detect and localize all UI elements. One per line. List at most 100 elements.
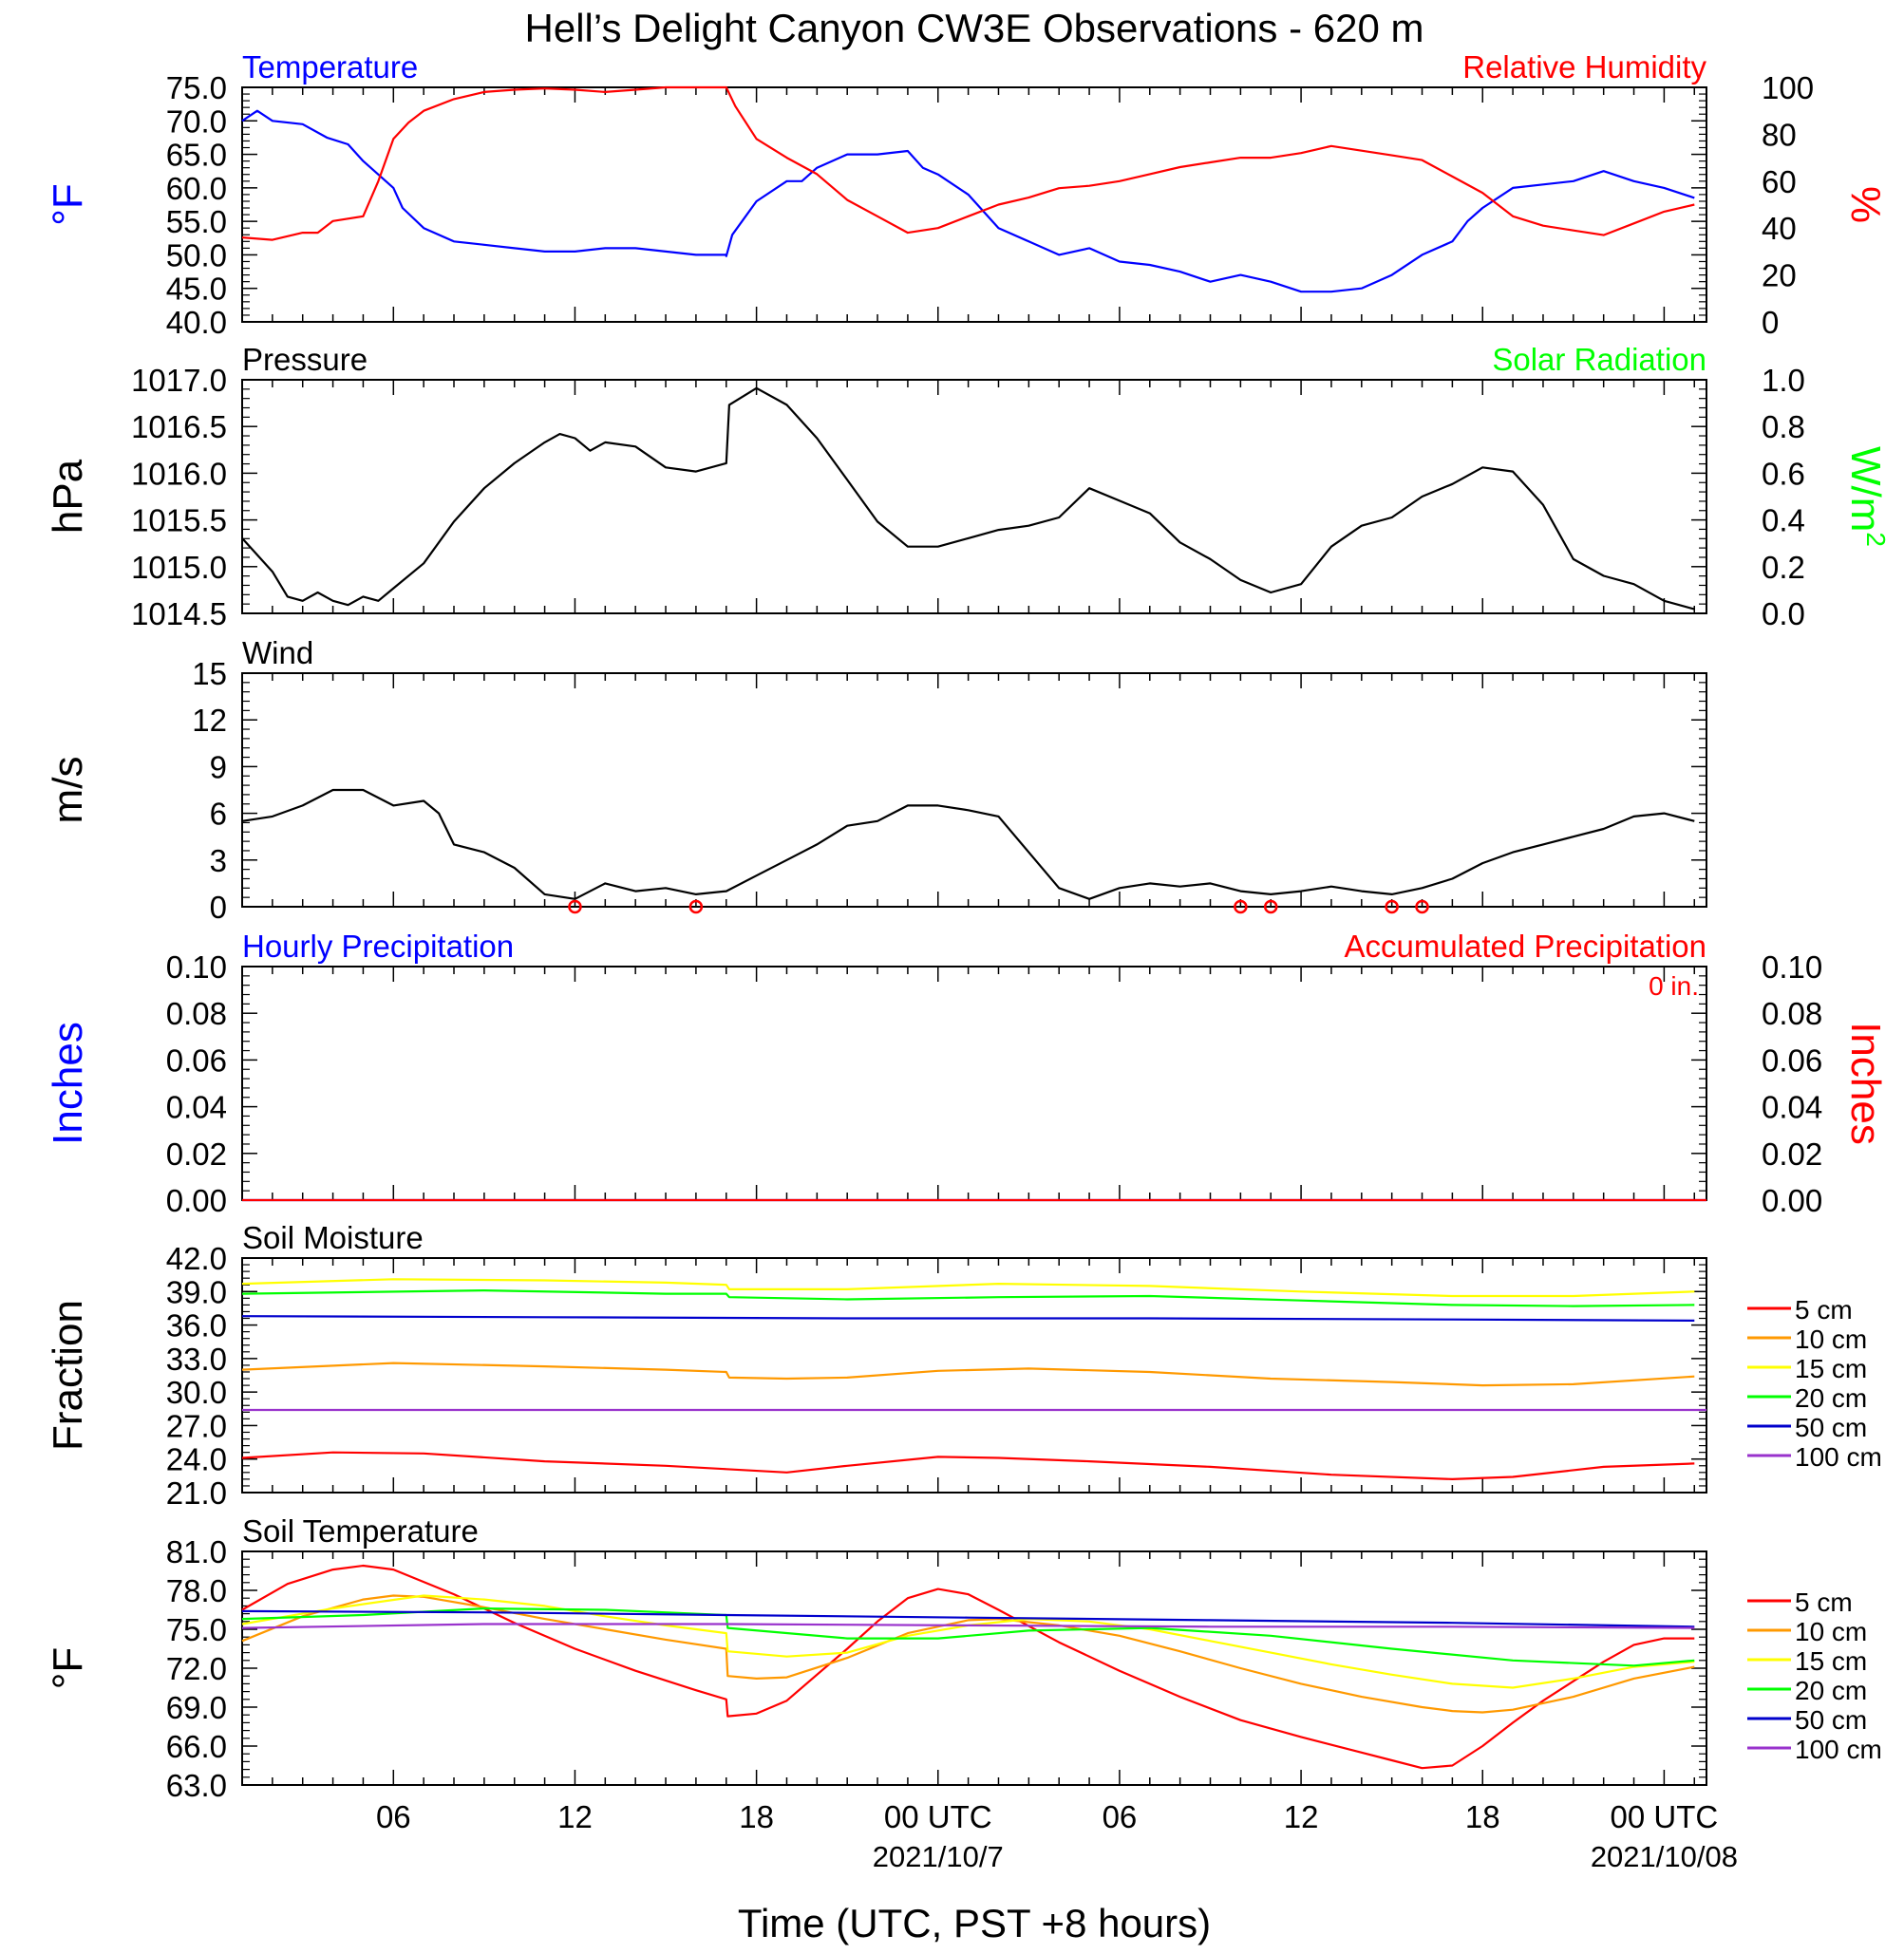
y-tick-label: 72.0 — [166, 1651, 227, 1686]
x-axis: 06 12 18 00 UTC 06 12 18 00 UTC 2021/10/7 2021/10… — [376, 1799, 1738, 1873]
x-tick-label: 12 — [1284, 1799, 1319, 1834]
y-tick-label: 0.10 — [166, 949, 227, 985]
y-tick-label: 1016.5 — [131, 409, 227, 444]
y-tick-label: 0.08 — [166, 996, 227, 1031]
y-right-tick-label: 0 — [1762, 305, 1779, 340]
calm-wind-marker — [1263, 899, 1278, 914]
panel-right-title: Solar Radiation — [1492, 342, 1706, 377]
y-tick-label: 6 — [210, 797, 227, 832]
y-right-tick-label: 0.8 — [1762, 409, 1805, 444]
panel-annotation: 0 in. — [1649, 971, 1699, 1001]
series-line-15-cm — [241, 1278, 1695, 1298]
calm-wind-marker — [1415, 899, 1429, 914]
y-tick-label: 1016.0 — [131, 456, 227, 491]
x-tick-label: 18 — [1465, 1799, 1500, 1834]
series-line-10-cm — [241, 1362, 1695, 1387]
calm-wind-marker — [1385, 899, 1399, 914]
y-right-tick-label: 0.06 — [1762, 1043, 1822, 1078]
panel-wind: 0 3 6 9 12 15 m/s Wind — [45, 635, 1707, 925]
calm-wind-marker — [568, 899, 582, 914]
series-line-50-cm — [241, 1609, 1695, 1628]
legend-label: 15 cm — [1795, 1354, 1867, 1383]
y-tick-label: 0.06 — [166, 1043, 227, 1078]
panel-left-title: Soil Moisture — [242, 1220, 424, 1255]
y-tick-label: 63.0 — [166, 1768, 227, 1803]
legend-label: 10 cm — [1795, 1617, 1867, 1646]
chart-title: Hell’s Delight Canyon CW3E Observations … — [525, 6, 1424, 50]
series-line-50-cm — [241, 1315, 1695, 1323]
x-tick-label: 00 UTC — [1611, 1799, 1719, 1834]
x-axis-label: Time (UTC, PST +8 hours) — [738, 1901, 1211, 1945]
panel-right-title: Relative Humidity — [1462, 49, 1706, 85]
y-axis-label: hPa — [45, 459, 91, 534]
y-axis-label: m/s — [45, 757, 91, 824]
legend-label: 50 cm — [1795, 1705, 1867, 1735]
y-right-tick-label: 0.0 — [1762, 596, 1805, 631]
y-right-tick-label: 0.00 — [1762, 1183, 1822, 1218]
y-tick-label: 69.0 — [166, 1690, 227, 1725]
y-tick-label: 66.0 — [166, 1729, 227, 1764]
y-tick-label: 30.0 — [166, 1375, 227, 1410]
legend-label: 20 cm — [1795, 1676, 1867, 1705]
x-date-label: 2021/10/08 — [1591, 1840, 1738, 1873]
y-tick-label: 27.0 — [166, 1408, 227, 1443]
y-tick-label: 55.0 — [166, 204, 227, 239]
series-line-10-cm — [241, 1594, 1695, 1714]
x-tick-label: 00 UTC — [884, 1799, 992, 1834]
y-axis-label: Inches — [45, 1022, 91, 1145]
y-right-tick-label: 0.10 — [1762, 949, 1822, 985]
y-tick-label: 33.0 — [166, 1342, 227, 1377]
panel-left-title: Soil Temperature — [242, 1513, 479, 1549]
y-tick-label: 39.0 — [166, 1274, 227, 1309]
legend-label: 5 cm — [1795, 1588, 1853, 1617]
series-line-pressure — [241, 386, 1695, 611]
series-line-20-cm — [241, 1606, 1695, 1667]
series-line-100-cm — [241, 1623, 1695, 1629]
y-right-tick-label: 0.04 — [1762, 1090, 1822, 1125]
chart-panels: 40.045.050.055.060.065.070.075.002040608… — [45, 49, 1891, 1803]
y-tick-label: 21.0 — [166, 1475, 227, 1511]
panel-frame — [241, 966, 1707, 1201]
panel-right-title: Accumulated Precipitation — [1344, 929, 1706, 964]
y-right-tick-label: 0.2 — [1762, 550, 1805, 585]
legend-label: 15 cm — [1795, 1646, 1867, 1676]
y-right-tick-label: 1.0 — [1762, 363, 1805, 398]
legend-label: 100 cm — [1795, 1735, 1882, 1764]
y-tick-label: 1014.5 — [131, 596, 227, 631]
y-tick-label: 36.0 — [166, 1308, 227, 1343]
x-tick-label: 18 — [739, 1799, 774, 1834]
y-right-tick-label: 100 — [1762, 70, 1814, 105]
y-tick-label: 0.02 — [166, 1137, 227, 1172]
legend-label: 50 cm — [1795, 1413, 1867, 1442]
panel-frame — [241, 86, 1707, 323]
y-axis-right-label-text: W/m — [1842, 446, 1889, 532]
y-axis-right-label-text: Inches — [1842, 1022, 1889, 1145]
y-tick-label: 40.0 — [166, 305, 227, 340]
x-tick-label: 06 — [376, 1799, 411, 1834]
legend-label: 5 cm — [1795, 1295, 1853, 1325]
y-axis-label: °F — [45, 183, 91, 225]
series-line-wind — [241, 788, 1695, 900]
legend-label: 20 cm — [1795, 1383, 1867, 1413]
panel-left-title: Wind — [242, 635, 313, 670]
panel-left-title: Temperature — [242, 49, 418, 85]
y-axis-label: °F — [45, 1647, 91, 1689]
y-axis-right-label: W/m2 — [1842, 446, 1891, 547]
x-tick-label: 06 — [1103, 1799, 1138, 1834]
y-tick-label: 24.0 — [166, 1442, 227, 1477]
series-line-temperature — [241, 109, 1695, 293]
panel-left-title: Hourly Precipitation — [242, 929, 514, 964]
y-tick-label: 3 — [210, 843, 227, 878]
y-tick-label: 81.0 — [166, 1534, 227, 1569]
y-tick-label: 60.0 — [166, 171, 227, 206]
y-right-tick-label: 0.6 — [1762, 456, 1805, 491]
y-axis-label: Fraction — [45, 1300, 91, 1451]
panel-left-title: Pressure — [242, 342, 368, 377]
series-line-20-cm — [241, 1288, 1695, 1307]
y-right-tick-label: 20 — [1762, 258, 1797, 293]
y-tick-label: 75.0 — [166, 1612, 227, 1647]
y-tick-label: 0.04 — [166, 1090, 227, 1125]
y-tick-label: 0 — [210, 890, 227, 925]
panel-soil_temperature: 63.0 66.0 69.0 72.0 75.0 78.0 81.0 °F Soil Tempe… — [45, 1513, 1882, 1803]
